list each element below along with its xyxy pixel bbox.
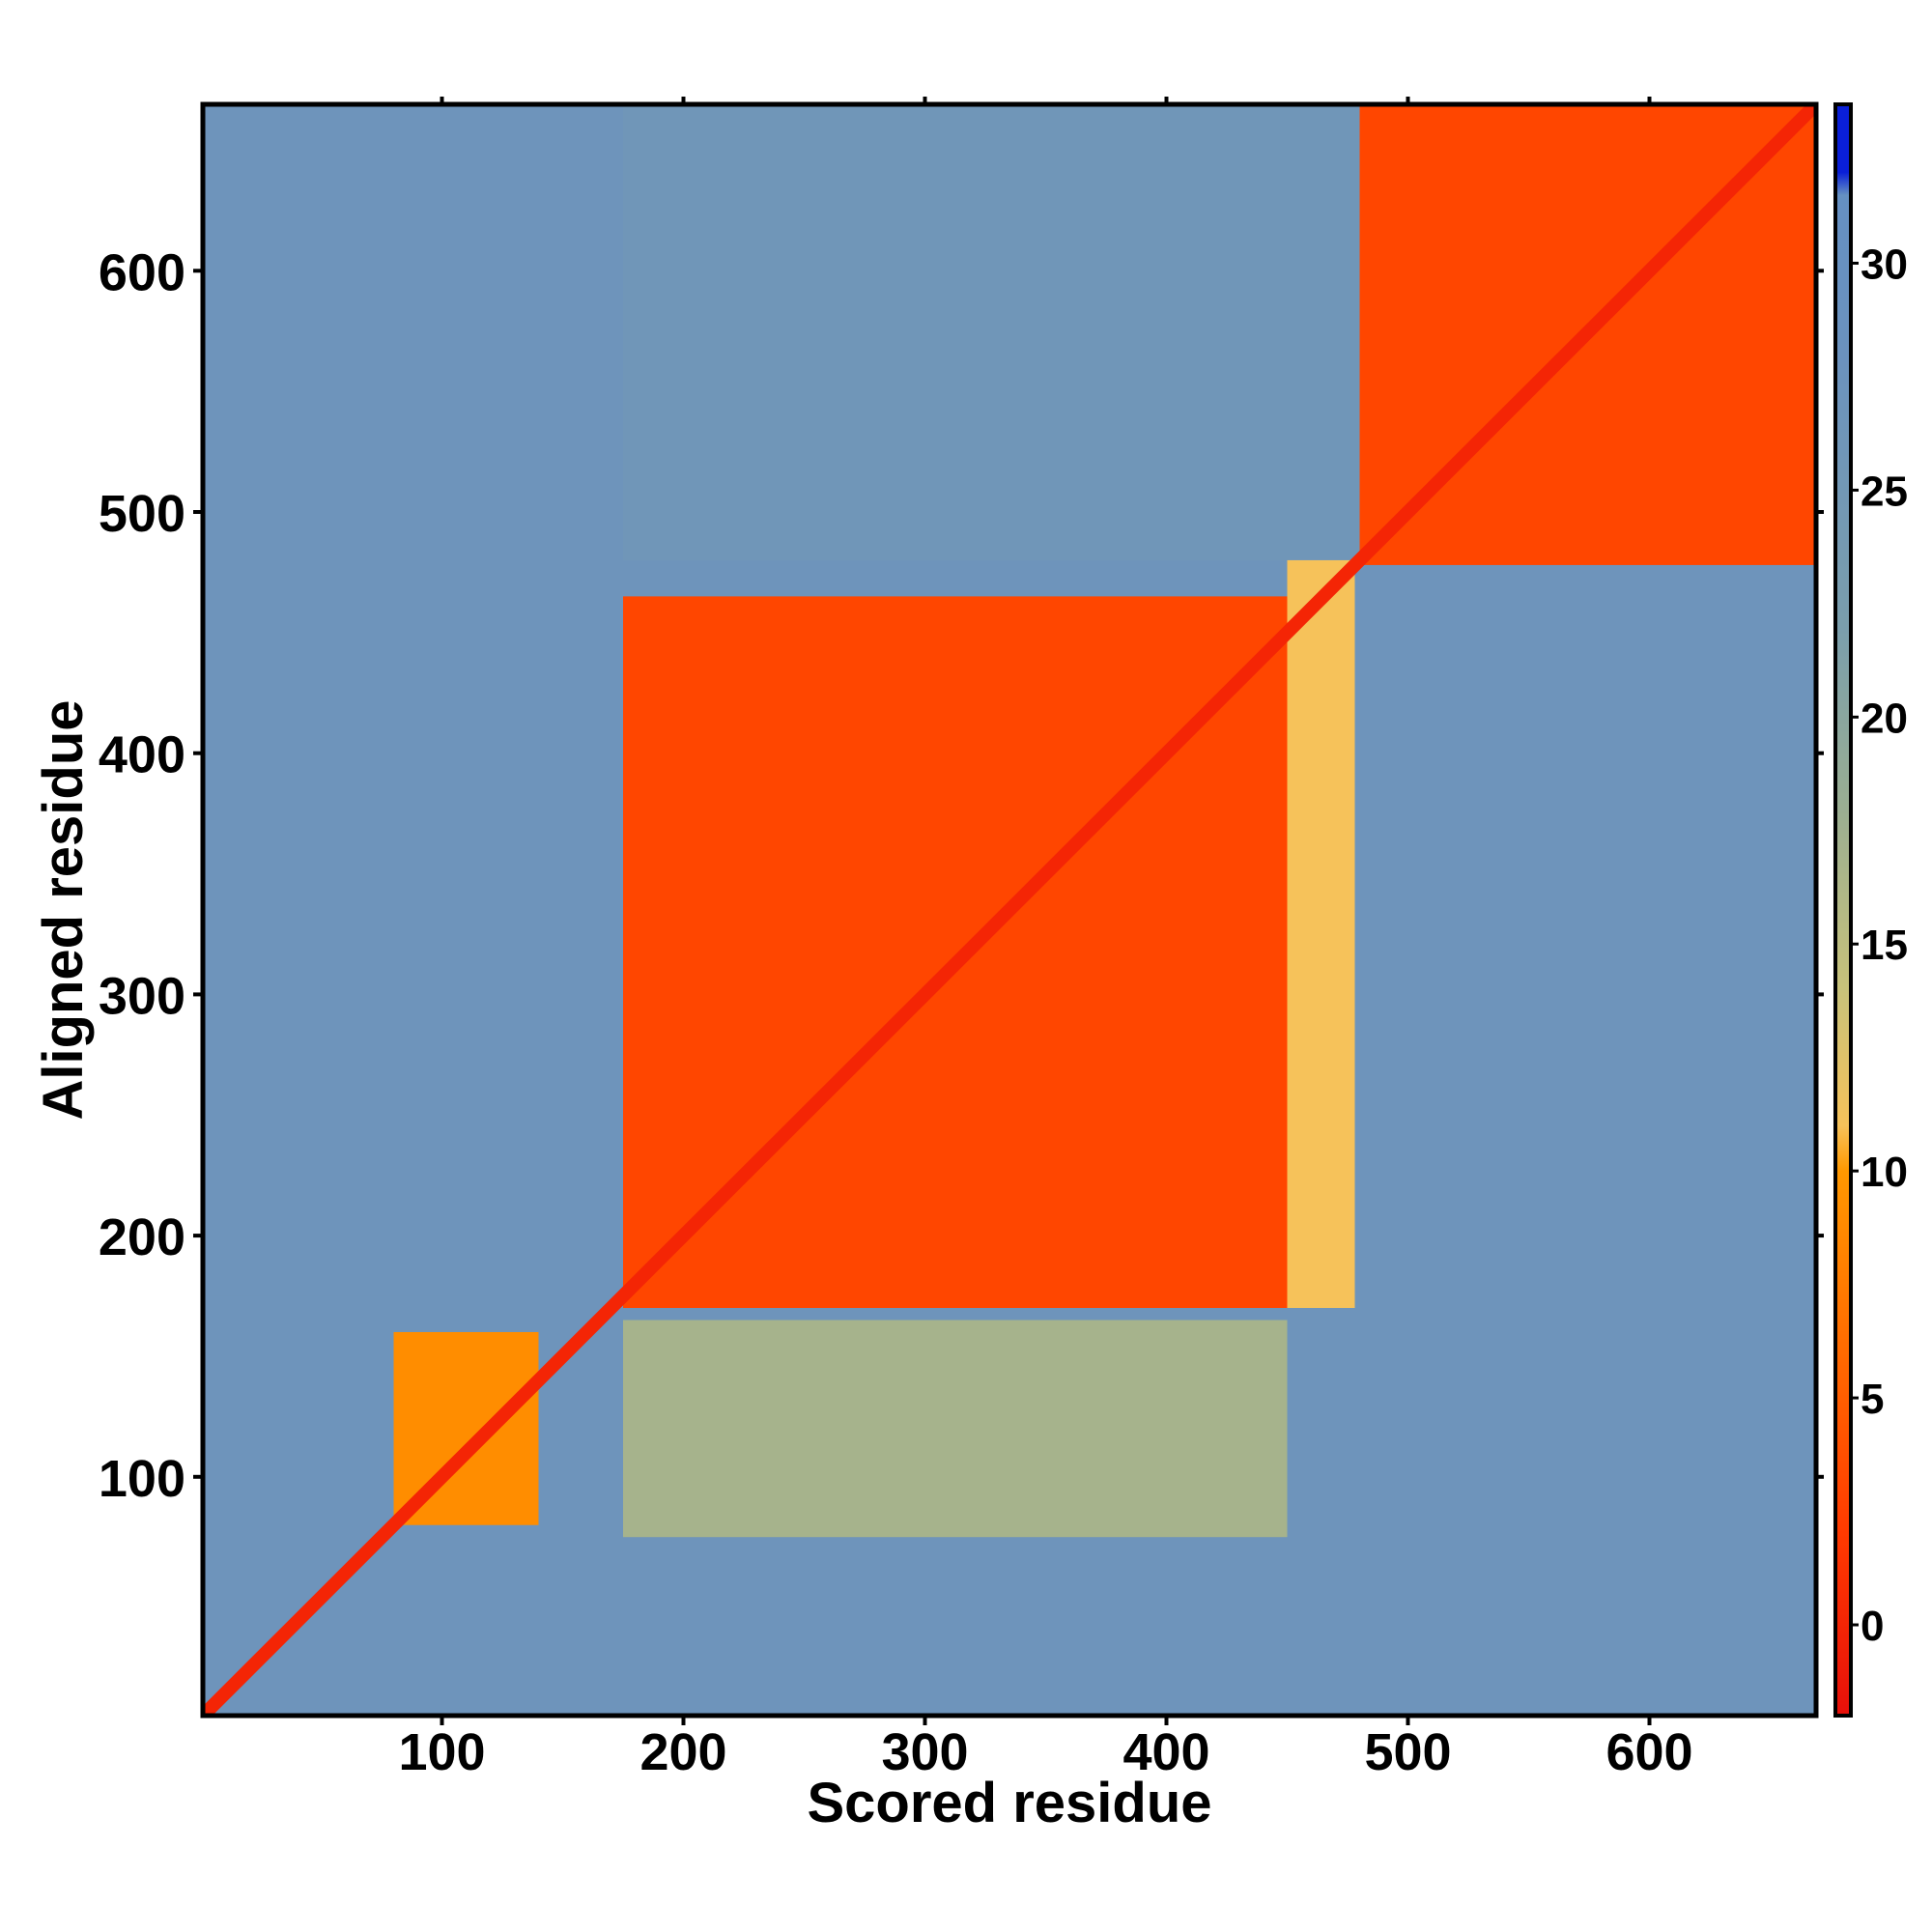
- y-axis-ticks: 100 200 300 400 500 600: [99, 243, 1824, 1508]
- heatmap-region-1: [203, 104, 623, 1296]
- x-tick-label: 100: [398, 1723, 485, 1781]
- x-axis-title: Scored residue: [807, 1772, 1211, 1834]
- y-tick-label: 100: [99, 1450, 185, 1508]
- y-tick-label: 300: [99, 967, 185, 1025]
- colorbar-tick-label: 20: [1861, 695, 1908, 742]
- x-tick-label: 400: [1122, 1723, 1209, 1781]
- colorbar-tick-label: 30: [1861, 241, 1908, 288]
- x-tick-label: 600: [1605, 1723, 1692, 1781]
- y-axis-title: Aligned residue: [32, 699, 95, 1120]
- colorbar-tick-label: 5: [1861, 1376, 1884, 1423]
- x-tick-label: 300: [881, 1723, 968, 1781]
- colorbar-tick-label: 25: [1861, 468, 1908, 515]
- heatmap-region-3: [623, 1320, 1288, 1538]
- x-tick-label: 200: [639, 1723, 726, 1781]
- x-tick-label: 500: [1364, 1723, 1451, 1781]
- colorbar: 0 5 10 15 20 25 30: [1833, 102, 1908, 1718]
- plot-frame: [200, 101, 1819, 1719]
- colorbar-ticks: 0 5 10 15 20 25 30: [1851, 241, 1908, 1650]
- y-tick-label: 500: [99, 485, 185, 543]
- y-tick-label: 600: [99, 243, 185, 301]
- colorbar-tick-label: 0: [1861, 1603, 1884, 1650]
- heatmap-region-0: [1287, 572, 1816, 1716]
- x-axis-ticks: 100 200 300 400 500 600: [398, 97, 1693, 1781]
- y-tick-label: 400: [99, 726, 185, 784]
- heatmap-region-2: [623, 104, 1360, 560]
- colorbar-tick-label: 15: [1861, 922, 1908, 969]
- y-tick-label: 200: [99, 1208, 185, 1266]
- colorbar-gradient-bar: [1833, 102, 1853, 1718]
- heatmap-plot-area: [200, 101, 1819, 1719]
- heatmap-diagonal: [203, 104, 1816, 1716]
- heatmap-region-4: [1287, 559, 1355, 1309]
- colorbar-tick-label: 10: [1861, 1149, 1908, 1196]
